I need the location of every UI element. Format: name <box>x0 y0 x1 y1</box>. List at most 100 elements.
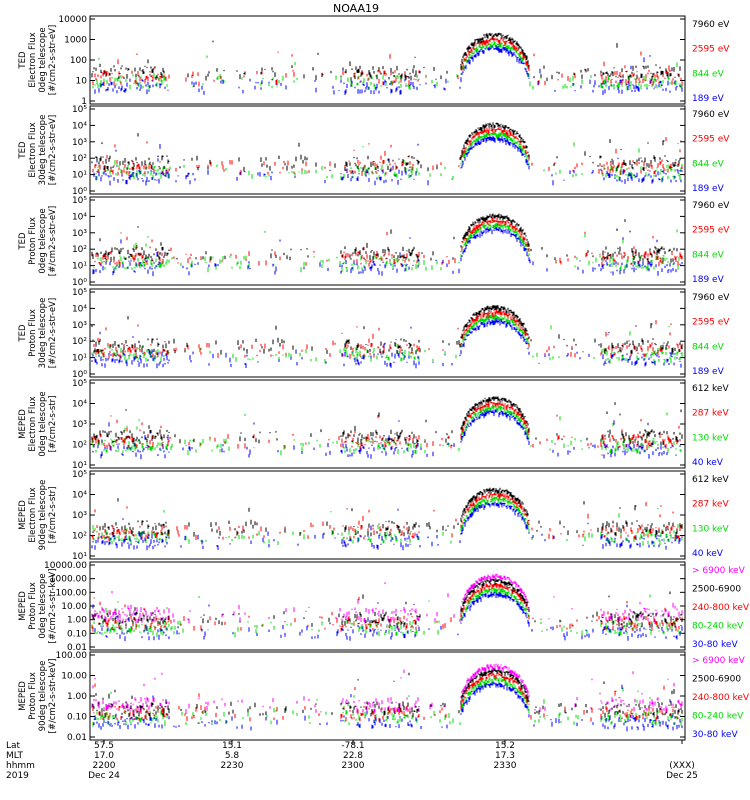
series-trace <box>92 578 683 628</box>
legend-entry: 612 keV <box>692 384 729 394</box>
y-tick-label: 10¹ <box>72 171 87 181</box>
y-tick-label: 100.00 <box>56 651 88 661</box>
panels: 10000 1000 100 10 1 TED Electron Flux 0deg tele… <box>18 15 750 743</box>
y-tick-label: 10⁴ <box>72 121 87 131</box>
series-trace <box>92 127 683 177</box>
legend-entry: 80-240 keV <box>692 712 744 722</box>
series-trace <box>91 32 681 82</box>
panel-frame <box>89 288 686 378</box>
y-tick-label: 10³ <box>72 321 87 331</box>
y-axis-label: 0deg telescope <box>38 573 48 638</box>
panel-7-series <box>91 573 683 642</box>
panel-4: 10⁵ 10⁴ 10³ 10² 10¹ 10⁰ TED Proton Flux 30deg te… <box>18 288 730 380</box>
y-axis-label: [#/cm2-s-str-eV] <box>48 25 58 95</box>
series-trace <box>91 582 683 632</box>
series-trace <box>92 409 681 460</box>
y-tick-label: 10¹ <box>72 262 87 272</box>
figure-title: NOAA19 <box>333 2 379 15</box>
series-trace <box>91 663 683 714</box>
y-axis-label: 0deg telescope <box>38 27 48 92</box>
footer-cell: -78.1 <box>341 741 364 751</box>
legend-entry: 189 eV <box>692 184 725 194</box>
y-axis-label: Proton Flux <box>28 309 38 357</box>
y-tick-label: 0.10 <box>67 713 87 723</box>
series-trace <box>93 135 683 186</box>
legend-entry: 189 eV <box>692 94 725 104</box>
y-tick-label: 10.00 <box>61 602 87 612</box>
y-tick-label: 10³ <box>72 229 87 239</box>
legend-entry: 30-80 keV <box>692 730 738 740</box>
y-tick-label: 100 <box>70 56 87 66</box>
panel-6-series <box>91 487 683 551</box>
legend-entry: 844 eV <box>692 69 725 79</box>
y-axis-label: MEPED <box>18 591 28 621</box>
series-trace <box>92 496 683 546</box>
series-trace <box>94 45 683 95</box>
y-axis-label: TED <box>18 51 28 70</box>
y-tick-label: 10000 <box>58 15 87 25</box>
series-trace <box>91 314 683 364</box>
panel-6: 10⁵ 10⁴ 10³ 10² 10¹ MEPED Electron Flux 90deg t… <box>18 470 729 562</box>
footer-row-label: 2019 <box>6 771 29 781</box>
footer-cell: 17.3 <box>495 751 515 761</box>
legend-entry: 612 keV <box>692 475 729 485</box>
legend-entry: 2595 eV <box>692 135 730 145</box>
panel-2: 10⁵ 10⁴ 10³ 10² 10¹ 10⁰ TED Electron Flux 30deg … <box>18 105 730 197</box>
y-tick-label: 10² <box>72 337 87 347</box>
legend-entry: 287 keV <box>692 409 729 419</box>
y-tick-label: 10⁵ <box>72 288 87 298</box>
legend-entry: 7960 eV <box>692 201 730 211</box>
y-tick-label: 1000 <box>64 36 87 46</box>
footer-cell: Dec 24 <box>88 771 120 781</box>
legend-entry: 240-800 keV <box>692 603 750 613</box>
legend-entry: 40 keV <box>692 549 724 559</box>
y-axis-label: Electron Flux <box>28 122 38 177</box>
panel-2-series <box>91 122 683 186</box>
y-tick-label: 10⁰ <box>72 187 87 197</box>
legend-entry: 2595 eV <box>692 318 730 328</box>
footer-cell: 17.0 <box>94 751 114 761</box>
panel-7: 10000.00 1000.00 100.00 10.00 1.00 0.10 0.01 ME… <box>18 561 750 653</box>
y-tick-label: 1 <box>81 97 87 107</box>
y-tick-label: 10² <box>72 441 87 451</box>
series-trace <box>92 36 683 87</box>
y-axis-label: Proton Flux <box>28 582 38 630</box>
y-tick-label: 10⁵ <box>72 196 87 206</box>
footer-cell: 15.2 <box>495 741 515 751</box>
panel-frame <box>89 561 686 651</box>
y-axis-label: 0deg telescope <box>38 208 48 273</box>
legend-entry: 189 eV <box>692 275 725 285</box>
legend-entry: 844 eV <box>692 159 725 169</box>
series-trace <box>92 672 683 722</box>
y-axis-label: 0deg telescope <box>38 391 48 456</box>
y-axis-label: TED <box>18 232 28 251</box>
footer-cell: 2230 <box>221 761 244 771</box>
series-trace <box>91 573 683 624</box>
series-trace <box>91 304 683 355</box>
y-tick-label: 1000.00 <box>50 575 87 585</box>
y-tick-label: 10¹ <box>72 354 87 364</box>
y-tick-label: 10⁰ <box>72 278 87 288</box>
series-trace <box>91 122 681 172</box>
y-axis-label: 90deg telescope <box>38 480 48 551</box>
y-tick-label: 10² <box>72 154 87 164</box>
y-tick-label: 10² <box>72 532 87 542</box>
series-trace <box>92 217 683 267</box>
y-axis-label: [#/cm2-s-str-eV] <box>48 115 58 185</box>
series-trace <box>92 131 683 181</box>
legend-entry: 7960 eV <box>692 20 730 30</box>
footer-row-label: Lat <box>6 741 21 751</box>
panel-8-series <box>91 663 683 732</box>
panel-1-series <box>91 32 683 95</box>
legend-entry: 287 keV <box>692 500 729 510</box>
y-axis-label: [#/cm2-s-str] <box>48 487 58 544</box>
legend-entry: 2595 eV <box>692 45 730 55</box>
legend-entry: 40 keV <box>692 458 724 468</box>
footer-cell: 15.1 <box>222 741 242 751</box>
y-tick-label: 10 <box>76 77 88 87</box>
panel-3-series <box>91 213 683 277</box>
y-axis-label: TED <box>18 324 28 343</box>
y-tick-label: 10⁵ <box>72 470 87 480</box>
panel-frame <box>89 379 686 469</box>
